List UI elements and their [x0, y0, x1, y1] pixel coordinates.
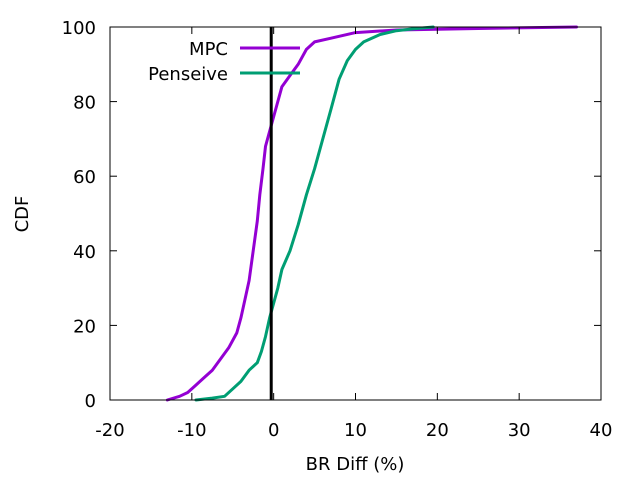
series-line-mpc [165, 25, 578, 402]
y-tick-label: 60 [73, 167, 96, 188]
x-tick-label: 40 [590, 420, 613, 441]
x-tick-label: -20 [95, 420, 124, 441]
x-tick-label: 0 [268, 420, 279, 441]
x-tick-label: 10 [344, 420, 367, 441]
series-layer [165, 25, 578, 402]
y-tick-label: 100 [62, 18, 96, 39]
series-line-penseive [194, 25, 435, 402]
x-axis-label: BR Diff (%) [306, 454, 405, 475]
x-tick-label: 30 [508, 420, 531, 441]
y-tick-label: 80 [73, 93, 96, 114]
legend-label-mpc: MPC [189, 39, 228, 60]
x-tick-label: 20 [426, 420, 449, 441]
y-tick-label: 40 [73, 242, 96, 263]
x-tick-label: -10 [177, 420, 206, 441]
ticks-layer: -20 -10 0 10 20 30 40 0 20 40 60 80 100 [62, 18, 613, 441]
legend: MPC Penseive [148, 39, 300, 85]
legend-label-penseive: Penseive [148, 64, 228, 85]
y-axis-label: CDF [12, 196, 33, 233]
y-tick-label: 20 [73, 316, 96, 337]
y-tick-label: 0 [85, 391, 96, 412]
